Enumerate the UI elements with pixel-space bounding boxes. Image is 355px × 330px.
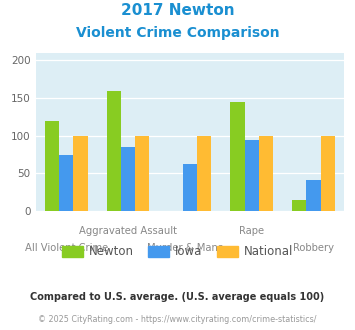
Bar xyxy=(45,121,59,211)
Bar xyxy=(321,136,335,211)
Bar xyxy=(245,140,259,211)
Legend: Newton, Iowa, National: Newton, Iowa, National xyxy=(57,241,298,263)
Text: Aggravated Assault: Aggravated Assault xyxy=(79,226,177,236)
Text: All Violent Crime: All Violent Crime xyxy=(25,243,108,252)
Text: Murder & Mans...: Murder & Mans... xyxy=(147,243,233,252)
Bar xyxy=(59,155,73,211)
Text: Violent Crime Comparison: Violent Crime Comparison xyxy=(76,26,279,40)
Bar xyxy=(73,136,88,211)
Text: Rape: Rape xyxy=(239,226,264,236)
Text: © 2025 CityRating.com - https://www.cityrating.com/crime-statistics/: © 2025 CityRating.com - https://www.city… xyxy=(38,315,317,324)
Bar xyxy=(197,136,211,211)
Bar xyxy=(292,200,306,211)
Bar xyxy=(183,164,197,211)
Bar xyxy=(135,136,149,211)
Bar xyxy=(306,180,321,211)
Text: Robbery: Robbery xyxy=(293,243,334,252)
Bar xyxy=(259,136,273,211)
Bar xyxy=(230,102,245,211)
Bar xyxy=(121,147,135,211)
Text: 2017 Newton: 2017 Newton xyxy=(121,3,234,18)
Text: Compared to U.S. average. (U.S. average equals 100): Compared to U.S. average. (U.S. average … xyxy=(31,292,324,302)
Bar xyxy=(107,90,121,211)
